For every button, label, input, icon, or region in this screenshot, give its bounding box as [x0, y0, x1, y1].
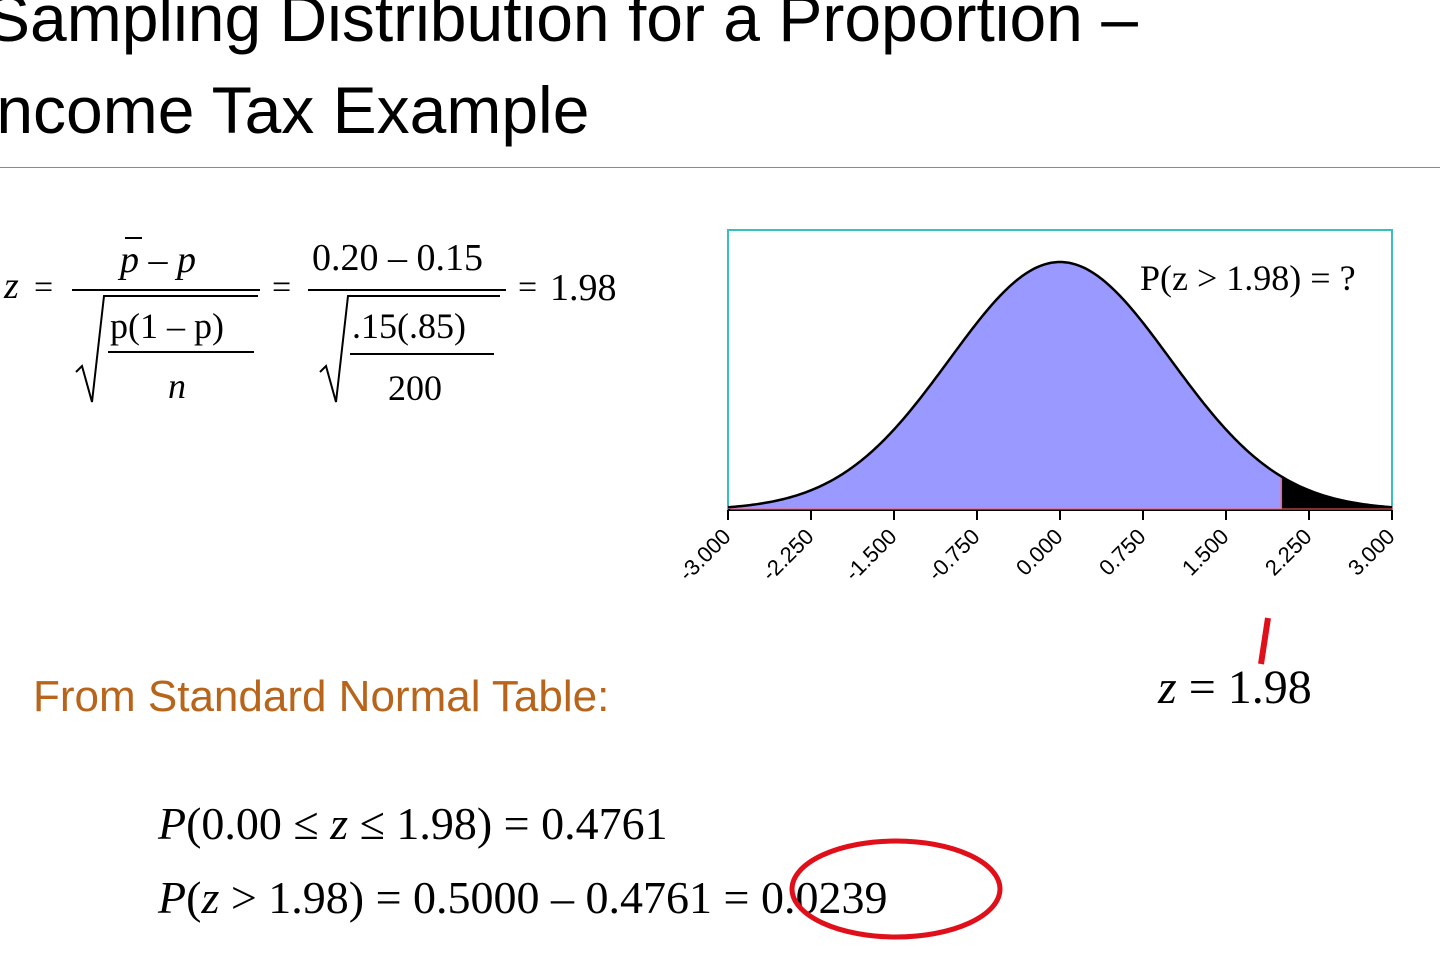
- formula-frac-den: n: [168, 366, 186, 406]
- sqrt-sign-2: [319, 295, 500, 403]
- x-tick-label: 1.500: [1177, 524, 1234, 581]
- x-tick-label: 3.000: [1343, 524, 1400, 581]
- chart-body: -3.000 -2.250 -1.500 -0.750 0.000 0.750 1.500 2…: [674, 229, 1400, 665]
- z-marker-label: z = 1.98: [1158, 661, 1312, 714]
- formula-result: 1.98: [550, 267, 617, 309]
- z-marker-line: [1258, 617, 1271, 665]
- slide-title: Sampling Distribution for a Proportion –…: [0, 0, 1138, 156]
- sqrt-sign-1: [75, 295, 258, 403]
- title-line-1: Sampling Distribution for a Proportion –: [0, 0, 1138, 55]
- formula-frac2-num: .15(.85): [352, 306, 466, 346]
- formula-num-2: 0.20 – 0.15: [312, 237, 483, 279]
- formula-eq-2: =: [272, 269, 291, 306]
- formula-fraction-1: p – p p(1 – p) n: [72, 237, 260, 406]
- x-tick-label: 2.250: [1260, 524, 1317, 581]
- equation-2: P(z > 1.98) = 0.5000 – 0.4761 = 0.0239: [158, 872, 888, 923]
- x-tick-label: -2.250: [757, 524, 819, 586]
- formula-fraction-2: 0.20 – 0.15 .15(.85) 200: [308, 237, 506, 408]
- probability-annotation: P(z > 1.98) = ?: [1140, 258, 1356, 298]
- answer-value: 0.0239: [761, 872, 888, 923]
- x-tick-label: 0.750: [1094, 524, 1151, 581]
- formula-eq-1: =: [34, 269, 53, 306]
- formula-eq-3: =: [518, 269, 537, 306]
- x-tick-label: -3.000: [674, 524, 736, 586]
- chart-frame: [727, 229, 1393, 511]
- title-line-2: Income Tax Example: [0, 73, 590, 147]
- curve-tail-area: [1280, 475, 1393, 511]
- x-tick-label: -0.750: [923, 524, 985, 586]
- formula-frac-num: p(1 – p): [110, 306, 224, 346]
- table-heading: From Standard Normal Table:: [33, 672, 610, 721]
- title-divider: [0, 167, 1440, 168]
- formula-num-1: p – p: [117, 239, 196, 281]
- formula-frac2-den: 200: [388, 368, 442, 408]
- z-marker-value: 1.98: [1227, 661, 1312, 714]
- formula-z: z: [3, 265, 19, 307]
- x-tick-label: -1.500: [840, 524, 902, 586]
- curve-body-area: [728, 262, 1282, 510]
- equation-1: P(0.00 ≤ z ≤ 1.98) = 0.4761: [158, 798, 668, 849]
- x-tick-label: 0.000: [1011, 524, 1068, 581]
- curve-line: [727, 260, 1393, 509]
